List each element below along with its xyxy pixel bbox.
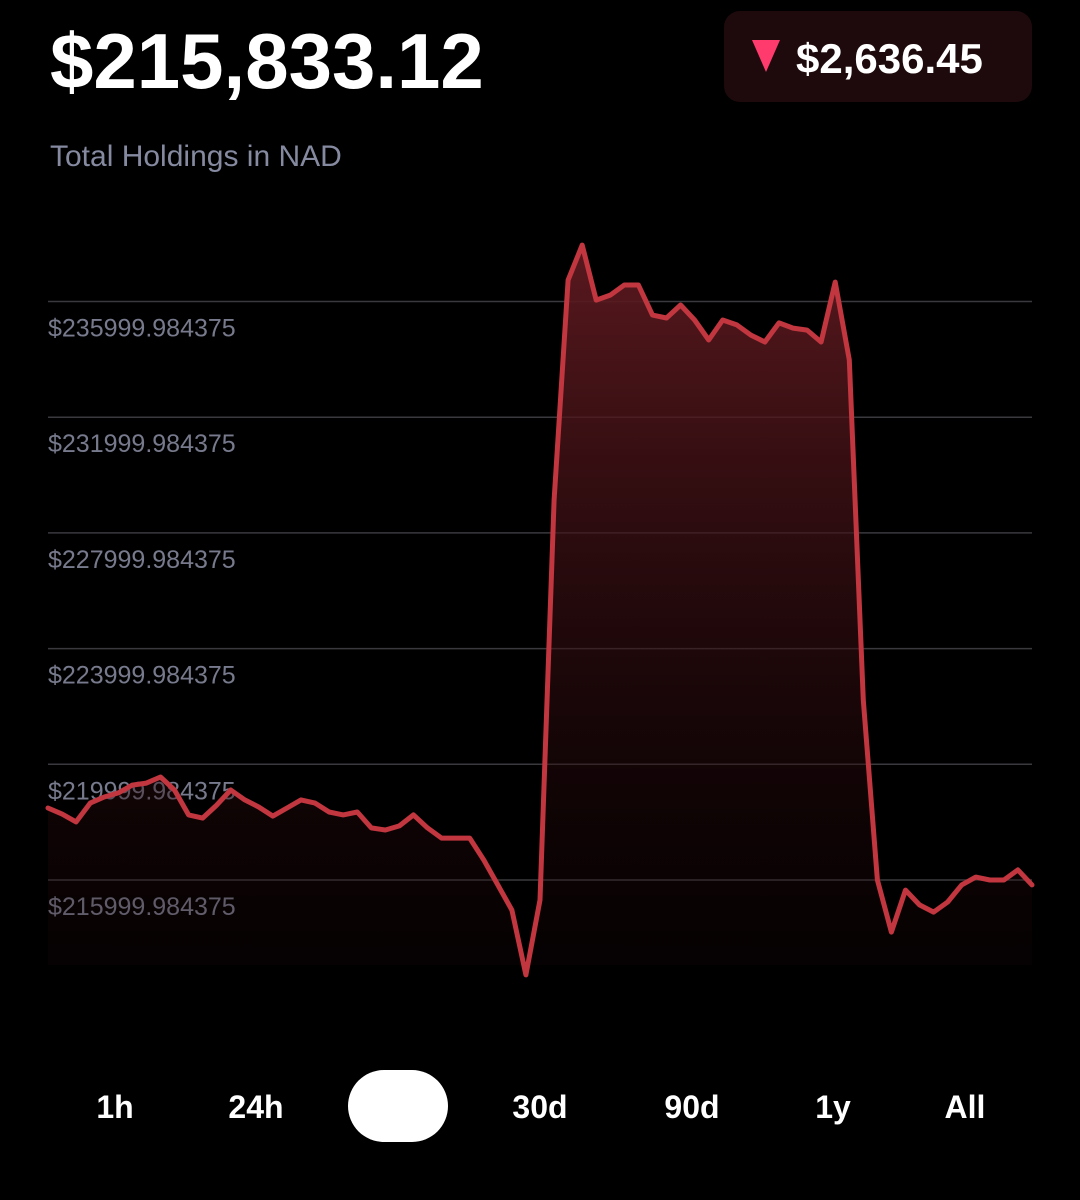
range-button[interactable]: 7d [379,1089,416,1125]
range-button[interactable]: 24h [228,1089,283,1125]
down-arrow [752,40,780,72]
y-tick-label: $223999.984375 [48,662,236,690]
y-tick-label: $227999.984375 [48,546,236,574]
change-badge [724,11,1032,102]
change-value: $2,636.45 [796,35,983,82]
subtitle: Total Holdings in NAD [50,140,342,173]
range-button[interactable]: 1y [815,1089,851,1125]
line [45,242,1035,978]
total-value: $215,833.12 [50,17,484,105]
y-tick-label: $235999.984375 [48,315,236,343]
range-button[interactable]: 30d [512,1089,567,1125]
range-button[interactable]: 1h [96,1089,133,1125]
area-fill [48,245,1032,975]
range-button[interactable]: 90d [664,1089,719,1125]
y-tick-label: $231999.984375 [48,430,236,458]
range-button[interactable]: All [945,1089,986,1125]
chart: $215999.984375$219999.984375$223999.9843… [45,242,1035,978]
range-selected-pill [348,1070,448,1142]
range-selector: 1h 24h 7d 30d 90d 1y All [96,1070,985,1142]
